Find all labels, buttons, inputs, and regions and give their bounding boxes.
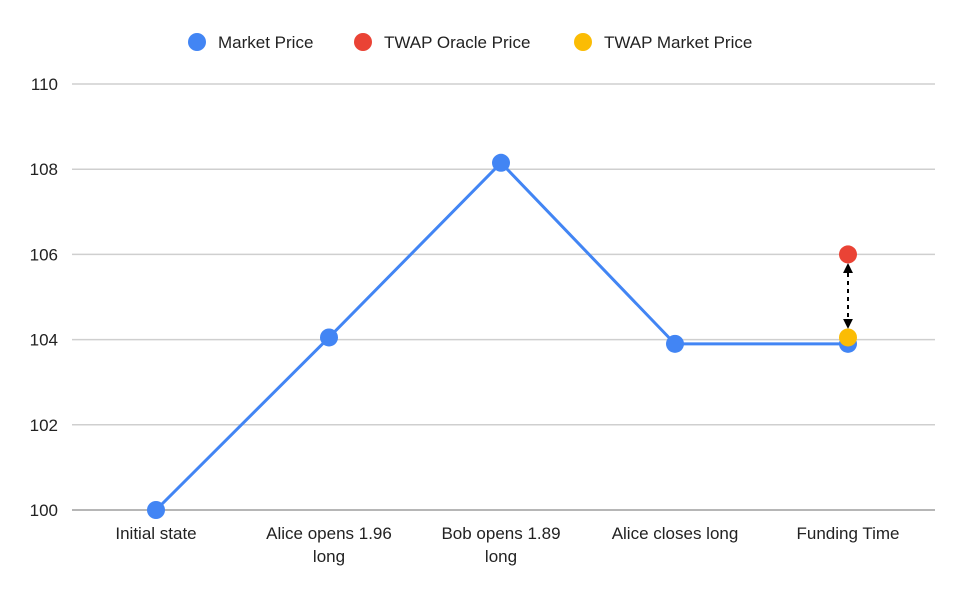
x-tick-label: Bob opens 1.89 long: [441, 524, 560, 566]
x-tick-label-line: Alice closes long: [612, 524, 739, 543]
point-market-price: [320, 328, 338, 347]
y-tick-label: 110: [31, 75, 58, 94]
data-points: [147, 153, 857, 519]
legend: Market Price TWAP Oracle Price TWAP Market…: [188, 33, 752, 52]
legend-marker-twap-market-price: [574, 33, 592, 51]
y-axis-ticks: 100 102 104 106 108 110: [30, 75, 58, 520]
gridlines: [72, 83, 935, 511]
x-tick-label-line: Alice opens 1.96: [266, 524, 392, 543]
point-market-price: [492, 153, 510, 172]
point-market-price: [147, 501, 165, 519]
y-tick-label: 106: [30, 245, 58, 264]
x-tick-label: Funding Time: [797, 524, 900, 543]
series-lines: [154, 161, 848, 512]
x-tick-label: Initial state: [115, 524, 196, 543]
x-tick-label-line: Funding Time: [797, 524, 900, 543]
x-tick-label-line: Initial state: [115, 524, 196, 543]
x-tick-label-line: long: [313, 547, 345, 566]
x-tick-label: Alice opens 1.96 long: [266, 524, 392, 566]
series-line-market-price: [154, 161, 848, 512]
point-twap-oracle-price: [839, 245, 857, 264]
x-tick-label-line: Bob opens 1.89: [441, 524, 560, 543]
legend-marker-market-price: [188, 33, 206, 51]
x-tick-label-line: long: [485, 547, 517, 566]
y-tick-label: 100: [30, 501, 58, 520]
point-twap-market-price: [839, 328, 857, 347]
legend-label-market-price: Market Price: [218, 33, 313, 52]
y-tick-label: 102: [30, 416, 58, 435]
y-tick-label: 108: [30, 160, 58, 179]
legend-label-twap-market-price: TWAP Market Price: [604, 33, 752, 52]
x-tick-label: Alice closes long: [612, 524, 739, 543]
y-tick-label: 104: [30, 331, 58, 350]
point-market-price: [666, 334, 684, 353]
legend-marker-twap-oracle-price: [354, 33, 372, 51]
legend-label-twap-oracle-price: TWAP Oracle Price: [384, 33, 530, 52]
